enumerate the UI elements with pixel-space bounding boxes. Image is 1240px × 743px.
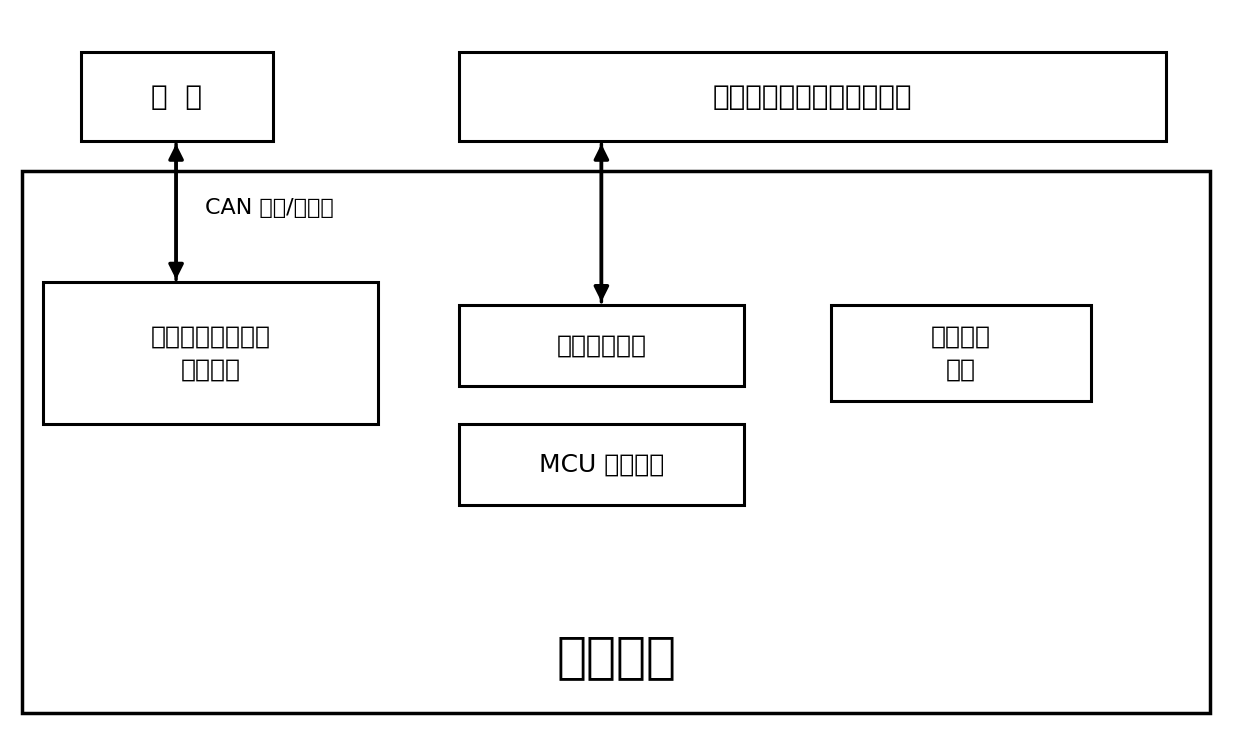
Text: 车  辆: 车 辆 (151, 82, 202, 111)
Text: 车载设备: 车载设备 (557, 634, 676, 681)
Text: MCU 计算单元: MCU 计算单元 (538, 452, 665, 476)
Text: 网络通信单元: 网络通信单元 (557, 334, 646, 357)
Text: 本地存储
单元: 本地存储 单元 (931, 324, 991, 382)
Text: 数据特征存储及分析云平台: 数据特征存储及分析云平台 (713, 82, 911, 111)
Text: CAN 总线/以太网: CAN 总线/以太网 (205, 198, 334, 218)
Bar (81, 52, 273, 141)
Bar (43, 282, 378, 424)
Bar (831, 305, 1091, 401)
Bar (459, 52, 1166, 141)
Text: 车辆总线数据监听
读取单元: 车辆总线数据监听 读取单元 (151, 324, 270, 382)
Bar (459, 424, 744, 505)
Bar (459, 305, 744, 386)
Bar (22, 171, 1210, 713)
